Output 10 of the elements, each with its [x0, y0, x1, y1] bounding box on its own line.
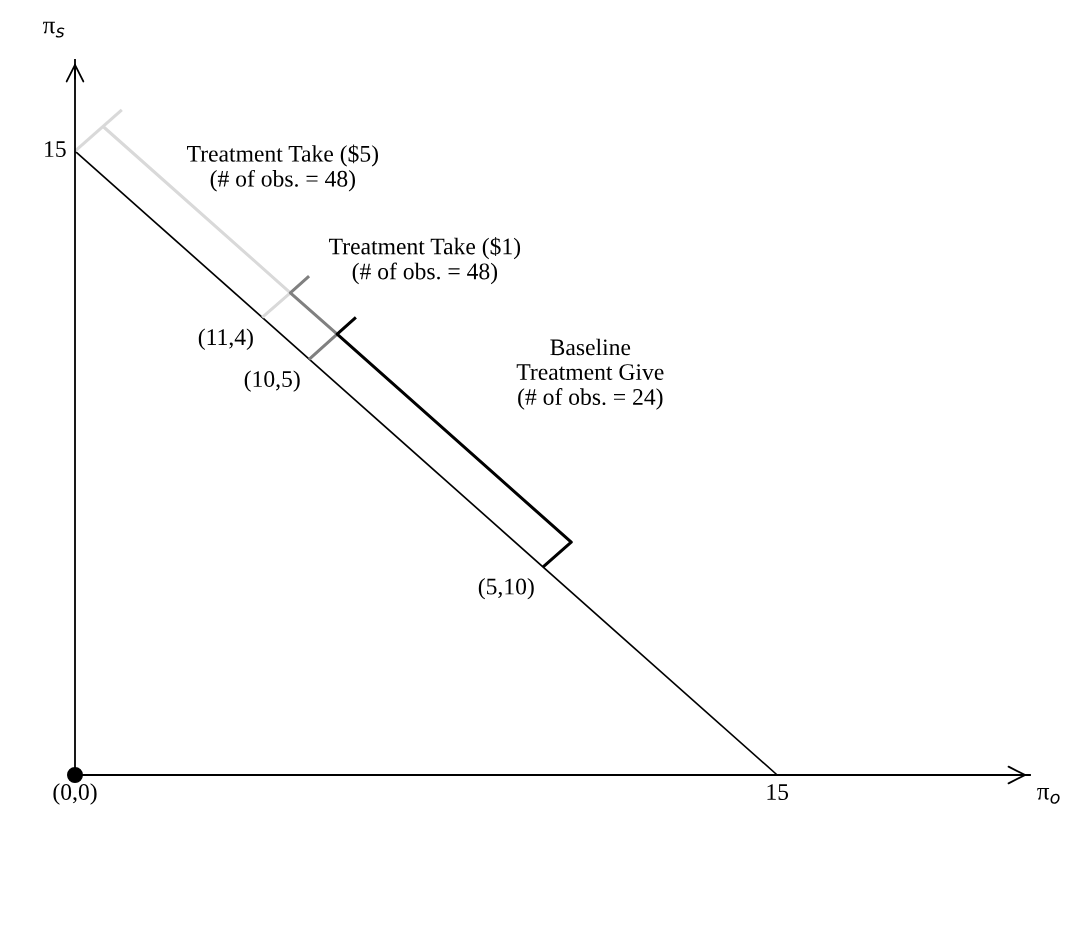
y-axis-title: π$_{s}$ [43, 21, 65, 38]
annotation: (10,5) [244, 370, 300, 392]
x-axis-title: π$_{o}$ [1037, 788, 1060, 804]
annotation: Treatment Take ($1) (# of obs. = 48) [329, 237, 521, 285]
annotation: (11,4) [198, 328, 253, 350]
annotation: Treatment Take ($5) (# of obs. = 48) [187, 144, 379, 192]
annotation: Baseline Treatment Give (# of obs. = 24) [516, 338, 664, 410]
annotation: (5,10) [478, 577, 534, 600]
x-tick-label: (0,0) [53, 783, 97, 805]
annotation: 15 [45, 141, 66, 158]
